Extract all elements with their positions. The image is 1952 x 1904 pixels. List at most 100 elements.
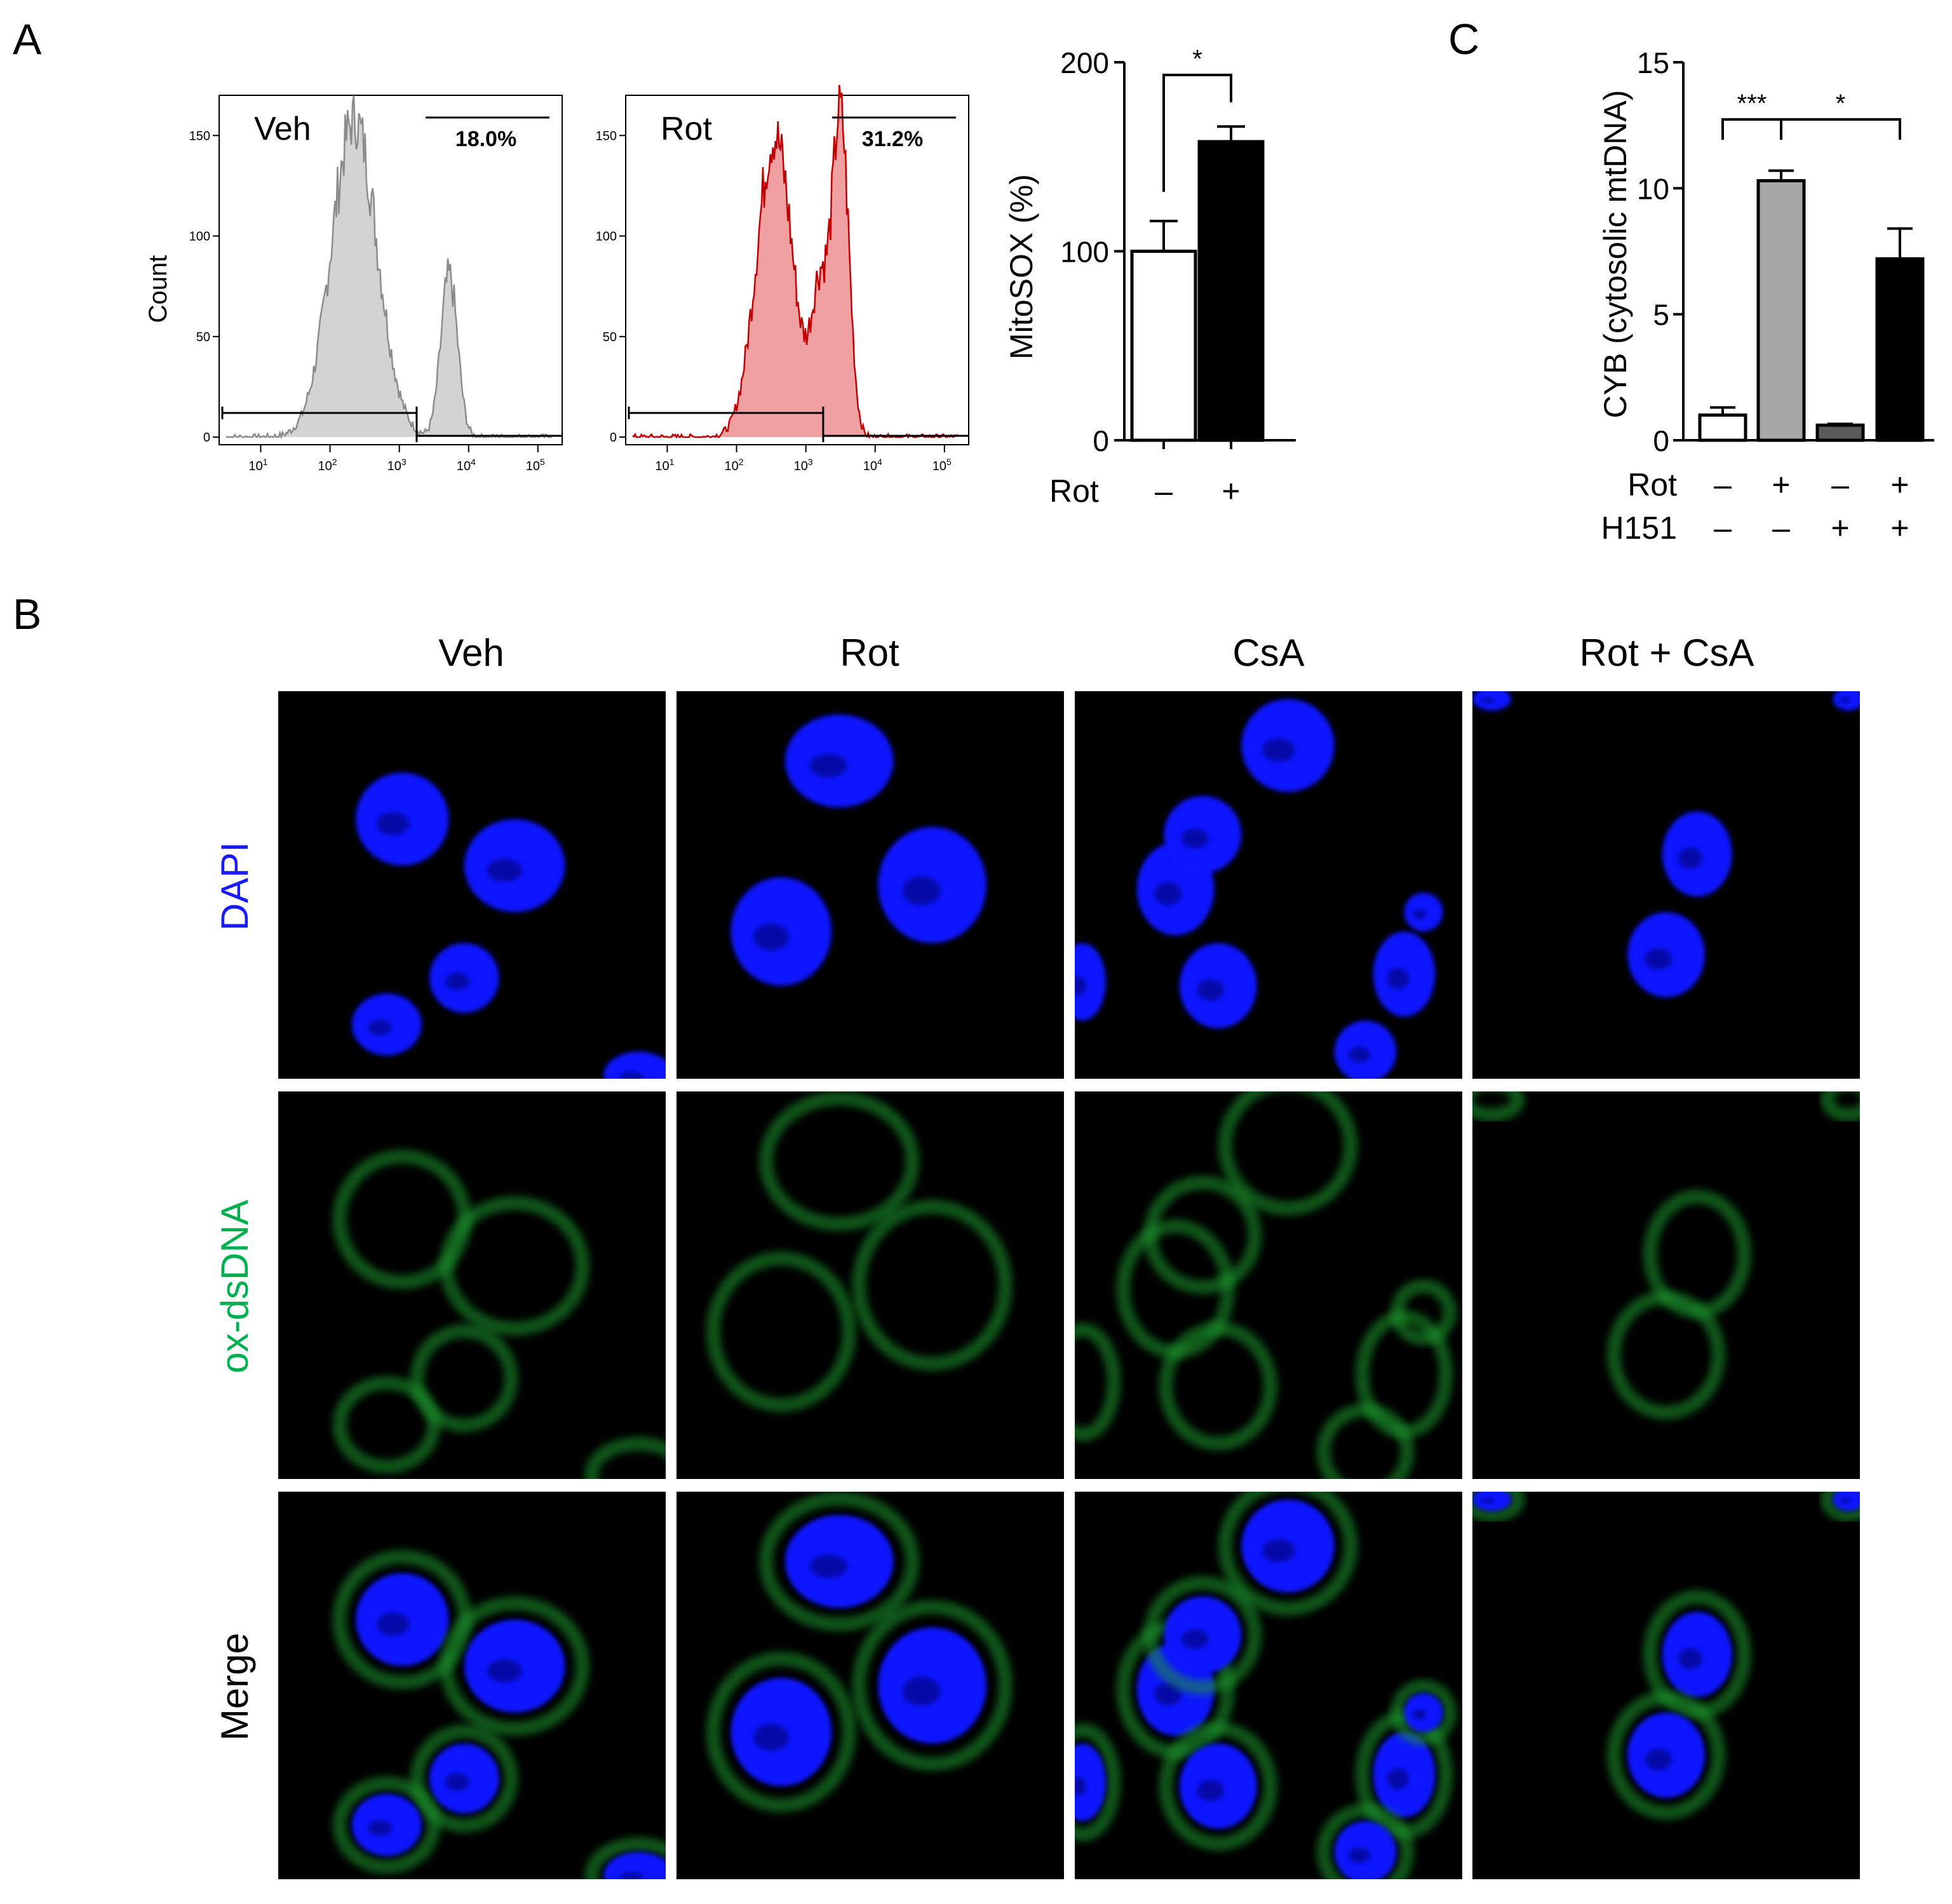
flow-x-tick-label: 104: [863, 457, 882, 473]
micro-panel-r2-c2: [1075, 1492, 1462, 1879]
flow-x-tick-label: 103: [794, 457, 813, 473]
nucleus-texture: [902, 1677, 941, 1706]
flow-y-tick-label: 150: [596, 129, 617, 143]
cyb-condition-label-rot: Rot: [1627, 467, 1677, 503]
flow-x-tick-exponent: 3: [401, 457, 407, 467]
micro-panel-r0-c3: [1472, 691, 1860, 1079]
cytoplasm-stain: [1316, 1403, 1415, 1479]
micro-col-label-rot-csa: Rot + CsA: [1579, 631, 1754, 674]
nucleus-texture: [1678, 847, 1703, 869]
nucleus-texture: [1075, 976, 1086, 996]
nucleus-texture: [1645, 948, 1673, 970]
flow-x-tick-exponent: 1: [670, 457, 675, 467]
nucleus-texture: [1645, 1748, 1673, 1771]
cyb-bar-chart: CYB (cytosolic mtDNA) Rot H151 0 5 10 15 – – +…: [1598, 46, 1934, 546]
micro-panel-r2-c3: [1472, 1492, 1860, 1879]
micro-content: [332, 1149, 666, 1479]
micro-row-label-ox-dsdna: ox-dsDNA: [213, 1199, 256, 1373]
histogram-label-rot: Rot: [661, 111, 712, 147]
micro-panel-r1-c2: [1075, 1091, 1462, 1479]
micro-content: [1472, 691, 1860, 997]
micro-background: [1075, 1091, 1462, 1479]
micro-row-label-dapi: DAPI: [213, 842, 256, 931]
nucleus-texture: [1348, 1847, 1370, 1863]
nucleus-texture: [445, 973, 470, 990]
nucleus-texture: [487, 858, 522, 882]
mitosox-y-axis-label: MitoSOX (%): [1004, 174, 1039, 360]
flow-x-tick-label: 103: [387, 457, 407, 473]
flow-x-tick-exponent: 4: [471, 457, 476, 467]
cyb-condition-rot-2: –: [1831, 467, 1849, 503]
mitosox-y-tick-label: 200: [1060, 46, 1109, 79]
flow-y-axis-label: Count: [144, 255, 172, 323]
micro-col-label-veh: Veh: [438, 631, 504, 674]
histogram-label-veh: Veh: [254, 111, 311, 147]
flow-x-tick-label: 102: [318, 457, 337, 473]
micro-row-label-merge: Merge: [213, 1633, 256, 1741]
nucleus-texture: [1154, 1682, 1181, 1706]
nucleus-texture: [619, 1071, 644, 1079]
flow-x-tick-label: 101: [655, 457, 674, 473]
cytoplasm-stain: [1606, 1290, 1726, 1420]
nucleus-texture: [1840, 697, 1851, 703]
cytoplasm-stain: [332, 1776, 441, 1874]
cytoplasm-stain: [852, 1199, 1013, 1371]
flow-x-tick-exponent: 4: [877, 457, 882, 467]
flow-y-tick-label: 150: [189, 129, 210, 143]
nucleus-texture: [367, 1820, 393, 1836]
micro-content: [1472, 1091, 1860, 1420]
cyb-condition-rot-3: +: [1890, 467, 1909, 503]
nucleus: [603, 1852, 666, 1879]
cyb-y-tick-label: 10: [1637, 172, 1669, 205]
cytoplasm-stain: [852, 1600, 1013, 1771]
flow-x-tick-exponent: 5: [540, 457, 545, 467]
nucleus-texture: [1181, 1629, 1209, 1649]
nucleus-texture: [376, 1612, 410, 1636]
mitosox-bar-0: [1130, 250, 1197, 442]
mitosox-x-category-0: –: [1155, 473, 1173, 509]
cyb-significance-bracket-1: [1780, 118, 1901, 140]
nucleus-texture: [1262, 738, 1295, 762]
mitosox-bar-chart: MitoSOX (%) Rot 0 100 200 – + *: [1004, 45, 1296, 509]
nucleus-texture: [809, 753, 848, 778]
cytoplasm-stain: [1143, 1175, 1262, 1295]
cytoplasm-stain: [1159, 1321, 1278, 1451]
panel-label-b: B: [13, 590, 41, 638]
micro-col-label-csa: CsA: [1232, 631, 1304, 674]
cytoplasm-stain: [758, 1492, 920, 1631]
nucleus-texture: [1348, 1046, 1370, 1063]
flow-x-tick-label: 105: [526, 457, 545, 473]
nucleus: [1075, 943, 1106, 1021]
micro-background: [1472, 1091, 1860, 1479]
cyb-y-tick-label: 0: [1653, 424, 1669, 457]
panel-label-c: C: [1448, 15, 1479, 64]
flow-y-tick-label: 50: [196, 330, 210, 344]
nucleus-texture: [445, 1773, 470, 1791]
flow-x-tick-exponent: 5: [946, 457, 952, 467]
micro-content: [1075, 699, 1443, 1079]
cytoplasm-stain: [1159, 1722, 1278, 1851]
cytoplasm-stain: [1143, 1576, 1262, 1695]
cytoplasm-stain: [410, 1724, 518, 1833]
histogram-frame-veh: [219, 95, 563, 445]
flow-x-tick-exponent: 3: [808, 457, 813, 467]
nucleus-texture: [376, 812, 410, 835]
mitosox-y-tick-label: 0: [1093, 424, 1109, 457]
micro-content: [706, 1091, 1013, 1412]
nucleus: [1075, 1743, 1106, 1821]
cyb-condition-h151-1: –: [1772, 510, 1790, 546]
nucleus-texture: [902, 876, 941, 906]
cyb-bar-3: [1875, 257, 1925, 442]
micro-content: [1472, 1492, 1860, 1820]
nucleus: [603, 1051, 666, 1079]
micro-panel-r2-c0: [278, 1492, 666, 1879]
nucleus-texture: [1262, 1539, 1295, 1563]
flow-x-tick-label: 102: [725, 457, 744, 473]
nucleus-texture: [1387, 1768, 1409, 1790]
mitosox-significance-label: *: [1192, 45, 1202, 73]
micro-content: [351, 773, 666, 1079]
nucleus-texture: [753, 923, 789, 951]
flow-y-tick-label: 100: [189, 230, 210, 244]
nucleus-texture: [1154, 882, 1181, 905]
